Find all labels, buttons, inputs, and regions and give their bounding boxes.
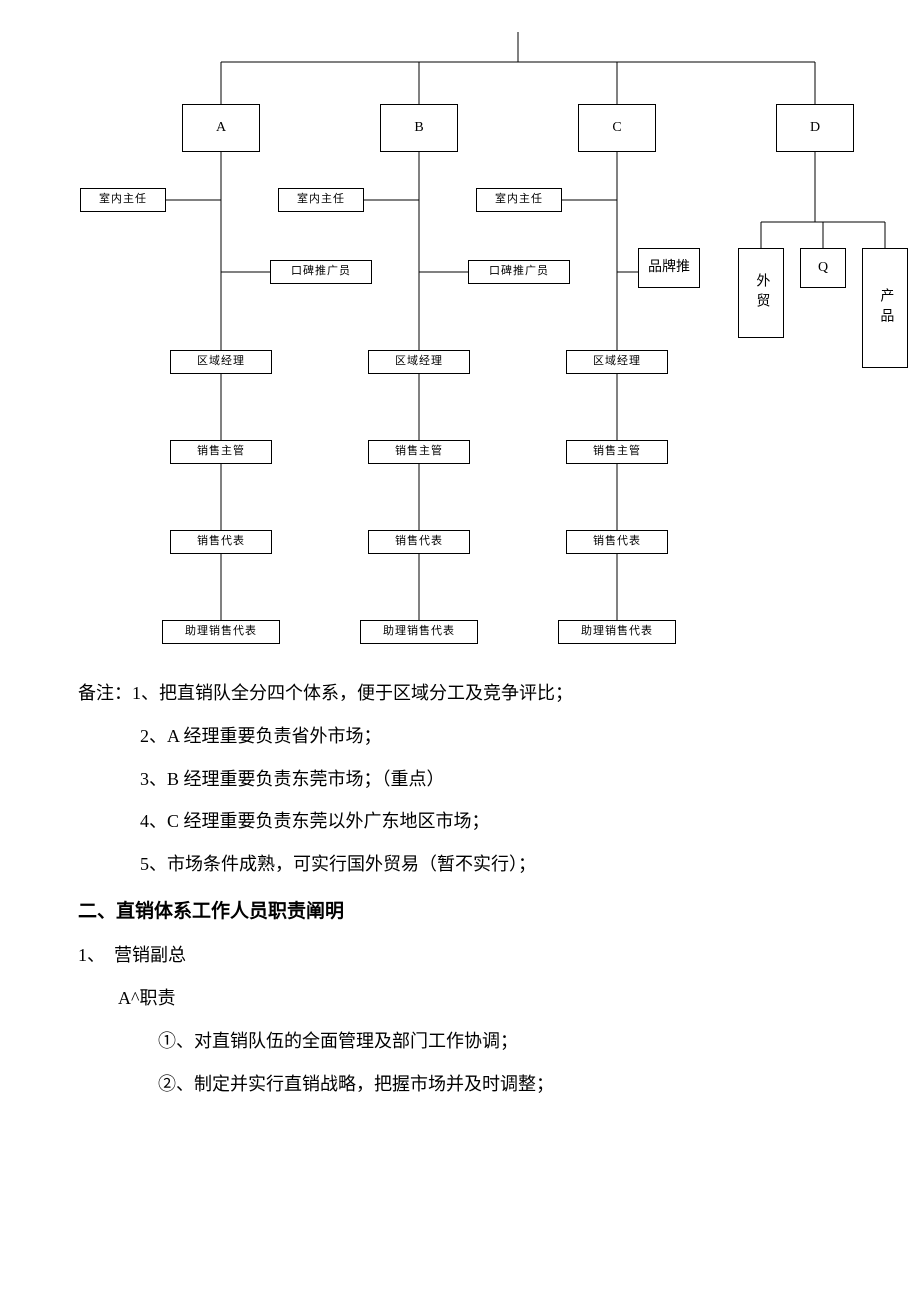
note-5: 5、市场条件成熟，可实行国外贸易（暂不实行）； <box>78 850 842 879</box>
section-2-duty1: ①、对直销队伍的全面管理及部门工作协调； <box>78 1027 842 1056</box>
node-B-office: 室内主任 <box>278 188 364 212</box>
node-C: C <box>578 104 656 152</box>
section-2-item1a: A^职责 <box>78 984 842 1013</box>
node-A-assistant: 助理销售代表 <box>162 620 280 644</box>
node-C-brand: 品牌推 <box>638 248 700 288</box>
section-2-duty2: ②、制定并实行直销战略，把握市场并及时调整； <box>78 1070 842 1099</box>
org-chart: A B C D 室内主任 室内主任 室内主任 口碑推广员 口碑推广员 品牌推 外… <box>0 0 920 665</box>
node-C-assistant: 助理销售代表 <box>558 620 676 644</box>
node-A-supervisor: 销售主管 <box>170 440 272 464</box>
node-D-trade: 外贸 <box>738 248 784 338</box>
document-text: 备注：1、把直销队全分四个体系，便于区域分工及竞争评比； 2、A 经理重要负责省… <box>0 679 920 1099</box>
note-1: 备注：1、把直销队全分四个体系，便于区域分工及竞争评比； <box>78 679 842 708</box>
node-B-assistant: 助理销售代表 <box>360 620 478 644</box>
node-B-supervisor: 销售主管 <box>368 440 470 464</box>
node-C-office: 室内主任 <box>476 188 562 212</box>
node-B-rep: 销售代表 <box>368 530 470 554</box>
note-4: 4、C 经理重要负责东莞以外广东地区市场； <box>78 807 842 836</box>
section-2-item1: 1、 营销副总 <box>78 941 842 970</box>
node-B-promoter: 口碑推广员 <box>468 260 570 284</box>
node-D-product: 产品 <box>862 248 908 368</box>
note-3: 3、B 经理重要负责东莞市场；（重点） <box>78 765 842 794</box>
node-C-region: 区域经理 <box>566 350 668 374</box>
node-D-Q: Q <box>800 248 846 288</box>
note-2: 2、A 经理重要负责省外市场； <box>78 722 842 751</box>
node-B-region: 区域经理 <box>368 350 470 374</box>
node-D: D <box>776 104 854 152</box>
node-A-rep: 销售代表 <box>170 530 272 554</box>
node-C-supervisor: 销售主管 <box>566 440 668 464</box>
node-C-rep: 销售代表 <box>566 530 668 554</box>
node-A: A <box>182 104 260 152</box>
node-A-office: 室内主任 <box>80 188 166 212</box>
section-2-heading: 二、直销体系工作人员职责阐明 <box>78 897 842 927</box>
node-A-region: 区域经理 <box>170 350 272 374</box>
node-A-promoter: 口碑推广员 <box>270 260 372 284</box>
node-B: B <box>380 104 458 152</box>
